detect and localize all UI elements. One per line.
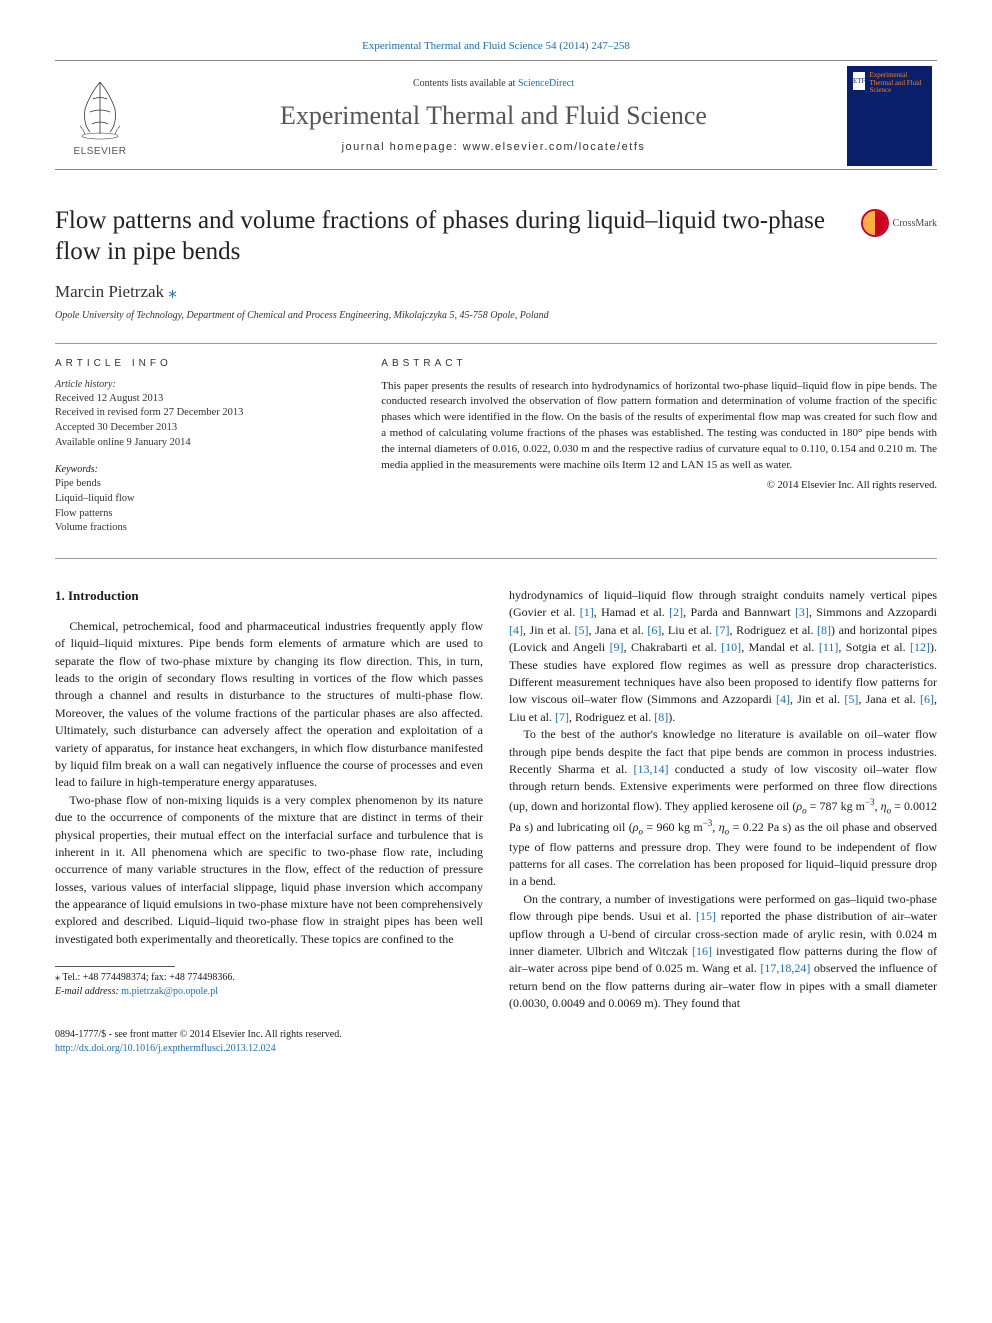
- body-paragraph: To the best of the author's knowledge no…: [509, 726, 937, 891]
- citation-link[interactable]: [17,18,24]: [760, 961, 810, 975]
- cover-badge-icon: ETF: [853, 72, 865, 90]
- history-item: Received 12 August 2013: [55, 392, 341, 407]
- citation-link[interactable]: [6]: [920, 692, 934, 706]
- corresponding-author-link[interactable]: ⁎: [168, 282, 177, 301]
- crossmark-label: CrossMark: [893, 218, 937, 229]
- sciencedirect-link[interactable]: ScienceDirect: [518, 78, 574, 89]
- journal-reference: Experimental Thermal and Fluid Science 5…: [55, 40, 937, 52]
- citation-link[interactable]: [10]: [721, 640, 741, 654]
- footnote-separator: [55, 966, 175, 967]
- author-affiliation: Opole University of Technology, Departme…: [55, 310, 937, 321]
- citation-link[interactable]: [5]: [844, 692, 858, 706]
- journal-header: ELSEVIER Contents lists available at Sci…: [55, 60, 937, 170]
- citation-link[interactable]: [4]: [509, 623, 523, 637]
- elsevier-tree-icon: [65, 74, 135, 144]
- citation-link[interactable]: [13,14]: [634, 762, 669, 776]
- divider: [55, 558, 937, 559]
- keyword: Volume fractions: [55, 521, 341, 536]
- keyword: Liquid–liquid flow: [55, 492, 341, 507]
- body-paragraph: On the contrary, a number of investigati…: [509, 891, 937, 1013]
- citation-link[interactable]: [3]: [795, 605, 809, 619]
- crossmark-widget[interactable]: CrossMark: [861, 209, 937, 237]
- abstract-copyright: © 2014 Elsevier Inc. All rights reserved…: [381, 480, 937, 491]
- divider: [55, 343, 937, 344]
- keyword: Flow patterns: [55, 507, 341, 522]
- citation-link[interactable]: [4]: [776, 692, 790, 706]
- citation-link[interactable]: [1]: [580, 605, 594, 619]
- citation-link[interactable]: [5]: [575, 623, 589, 637]
- cover-text: Experimental Thermal and Fluid Science: [869, 72, 926, 95]
- abstract-text: This paper presents the results of resea…: [381, 379, 937, 475]
- citation-link[interactable]: [6]: [647, 623, 661, 637]
- history-label: Article history:: [55, 379, 341, 390]
- section-heading: 1. Introduction: [55, 587, 483, 606]
- citation-link[interactable]: [7]: [555, 710, 569, 724]
- citation-link[interactable]: [15]: [696, 909, 716, 923]
- keyword: Pipe bends: [55, 477, 341, 492]
- abstract-label: ABSTRACT: [381, 358, 937, 369]
- elsevier-label: ELSEVIER: [74, 146, 127, 157]
- footnote-email-label: E-mail address:: [55, 986, 121, 997]
- crossmark-icon: [861, 209, 889, 237]
- author-name: Marcin Pietrzak ⁎: [55, 282, 937, 302]
- contents-available-text: Contents lists available at ScienceDirec…: [413, 78, 574, 89]
- journal-cover-thumb: ETF Experimental Thermal and Fluid Scien…: [847, 66, 932, 166]
- article-title: Flow patterns and volume fractions of ph…: [55, 205, 841, 268]
- history-item: Received in revised form 27 December 201…: [55, 406, 341, 421]
- author-text: Marcin Pietrzak: [55, 282, 164, 301]
- citation-link[interactable]: [11]: [819, 640, 839, 654]
- article-info-label: ARTICLE INFO: [55, 358, 341, 369]
- citation-link[interactable]: [7]: [716, 623, 730, 637]
- elsevier-logo: ELSEVIER: [55, 61, 145, 169]
- citation-link[interactable]: [2]: [669, 605, 683, 619]
- contents-prefix: Contents lists available at: [413, 78, 518, 89]
- body-paragraph: Two-phase flow of non-mixing liquids is …: [55, 792, 483, 949]
- body-paragraph: hydrodynamics of liquid–liquid flow thro…: [509, 587, 937, 726]
- journal-homepage: journal homepage: www.elsevier.com/locat…: [342, 141, 646, 153]
- footer-issn: 0894-1777/$ - see front matter © 2014 El…: [55, 1028, 937, 1042]
- body-paragraph: Chemical, petrochemical, food and pharma…: [55, 618, 483, 792]
- history-item: Accepted 30 December 2013: [55, 421, 341, 436]
- footer-doi-link[interactable]: http://dx.doi.org/10.1016/j.expthermflus…: [55, 1043, 276, 1054]
- page-footer: 0894-1777/$ - see front matter © 2014 El…: [55, 1028, 937, 1056]
- keywords-label: Keywords:: [55, 464, 341, 475]
- citation-link[interactable]: [16]: [692, 944, 712, 958]
- citation-link[interactable]: [8]: [654, 710, 668, 724]
- footnote-email-link[interactable]: m.pietrzak@po.opole.pl: [121, 986, 218, 997]
- footnote-tel: ⁎ Tel.: +48 774498374; fax: +48 77449836…: [55, 971, 483, 985]
- citation-link[interactable]: [12]: [910, 640, 930, 654]
- citation-link[interactable]: [8]: [817, 623, 831, 637]
- corresponding-footnote: ⁎ Tel.: +48 774498374; fax: +48 77449836…: [55, 971, 483, 999]
- journal-name: Experimental Thermal and Fluid Science: [280, 101, 707, 131]
- history-item: Available online 9 January 2014: [55, 436, 341, 451]
- citation-link[interactable]: [9]: [610, 640, 624, 654]
